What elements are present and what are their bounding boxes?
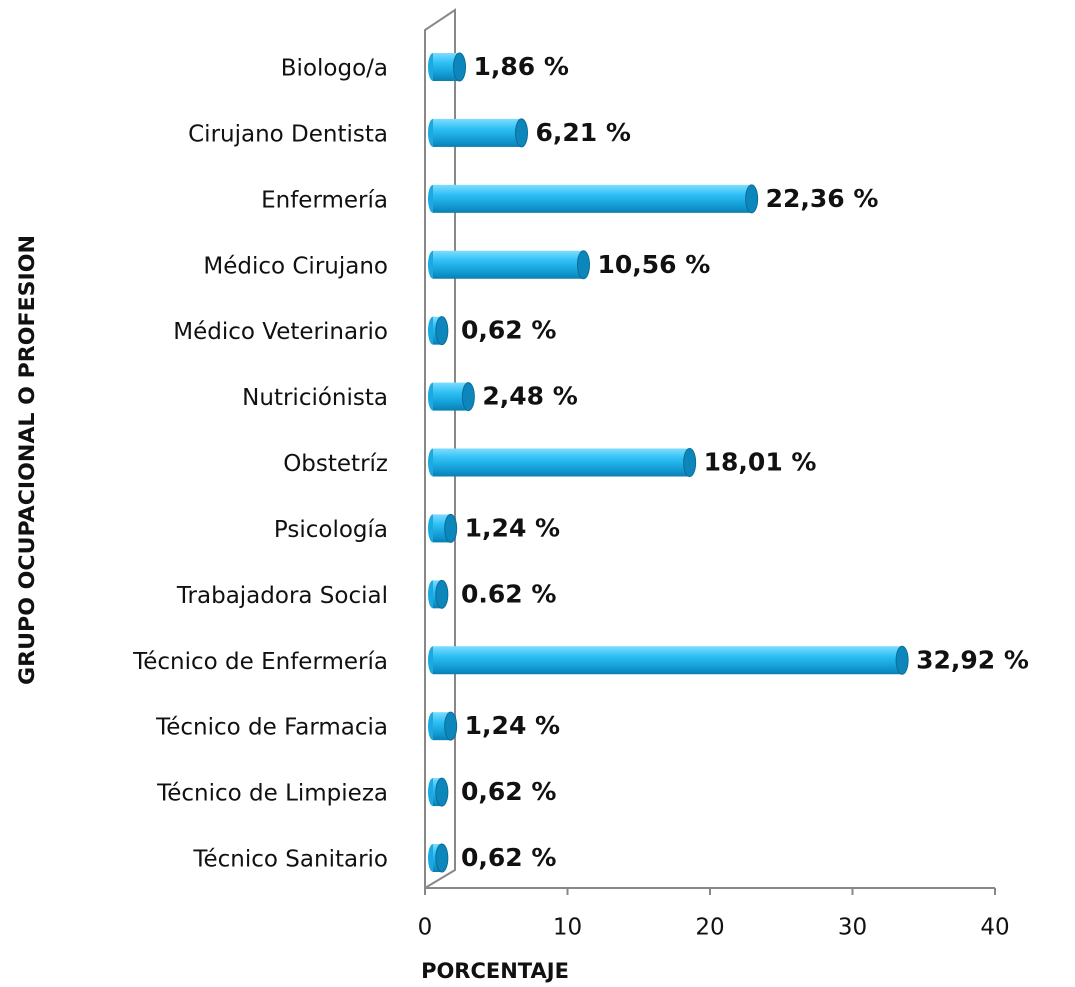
bar-cap [435, 843, 449, 873]
value-label: 1,86 % [474, 52, 569, 81]
bar-cap [444, 711, 458, 741]
bar [433, 250, 584, 279]
bar-cap [435, 316, 449, 346]
bar-cap [453, 52, 467, 82]
y-tick-label: Cirujano Dentista [188, 121, 388, 147]
y-tick-label: Nutriciónista [242, 385, 388, 411]
bar [433, 118, 522, 147]
y-tick-label: Psicología [274, 517, 388, 543]
y-tick-label: Técnico Sanitario [192, 847, 388, 873]
y-tick-label: Biologo/a [281, 56, 388, 82]
value-label: 0,62 % [461, 316, 556, 345]
y-tick-label: Médico Veterinario [173, 319, 388, 345]
bar-cap [683, 448, 697, 477]
bar-cap [435, 579, 449, 609]
x-tick-label: 40 [980, 915, 1009, 941]
bar-cap [745, 184, 759, 214]
value-label: 6,21 % [535, 118, 630, 147]
y-tick-label: Obstetríz [283, 451, 388, 477]
y-tick-label: Técnico de Limpieza [156, 781, 388, 807]
value-label: 10,56 % [597, 250, 710, 279]
bar-cap [895, 645, 909, 675]
value-label: 0,62 % [461, 843, 556, 872]
x-tick-label: 30 [838, 915, 867, 941]
bar-cap [576, 250, 590, 280]
x-tick-label: 0 [418, 915, 433, 941]
bar-cap [435, 777, 449, 807]
bar [433, 646, 903, 675]
value-label: 0,62 % [461, 777, 556, 806]
value-label: 1,24 % [465, 711, 560, 740]
bar-cap [514, 118, 528, 148]
y-tick-label: Trabajadora Social [176, 583, 388, 609]
value-label: 32,92 % [916, 645, 1029, 674]
value-label: 0.62 % [461, 579, 556, 608]
x-tick-label: 20 [695, 915, 724, 941]
y-tick-label: Enfermería [261, 187, 388, 213]
y-tick-label: Técnico de Farmacia [155, 715, 388, 741]
value-label: 18,01 % [704, 448, 817, 477]
y-axis-title: GRUPO OCUPACIONAL O PROFESION [15, 235, 39, 685]
x-axis-title: PORCENTAJE [421, 959, 569, 983]
value-label: 1,24 % [465, 513, 560, 542]
bar [433, 448, 690, 477]
x-tick-label: 10 [553, 915, 582, 941]
bar [433, 184, 752, 213]
y-tick-label: Médico Cirujano [203, 253, 388, 279]
bar-cap [444, 513, 458, 543]
bar-cap [461, 382, 475, 412]
value-label: 2,48 % [482, 382, 577, 411]
y-tick-label: Técnico de Enfermería [132, 649, 388, 675]
value-label: 22,36 % [766, 184, 879, 213]
